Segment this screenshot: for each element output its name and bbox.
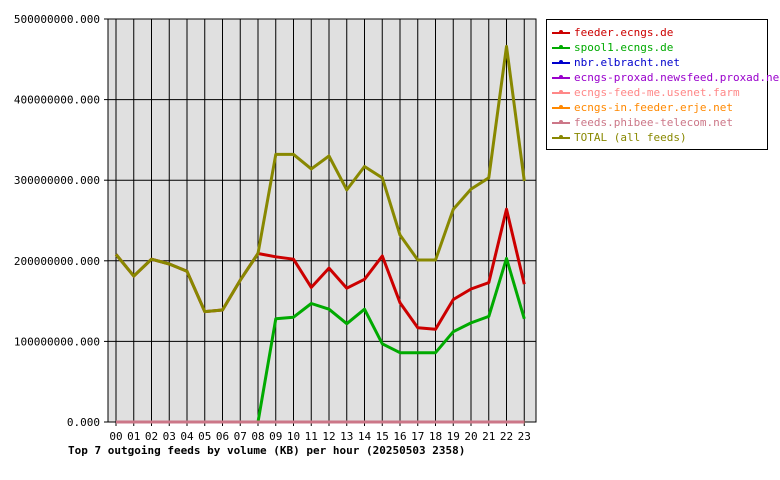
x-tick-label: 04 — [180, 430, 194, 443]
x-tick-label: 03 — [163, 430, 176, 443]
legend-marker — [559, 74, 563, 79]
chart-title: Top 7 outgoing feeds by volume (KB) per … — [68, 444, 466, 457]
y-tick-label: 300000000.000 — [14, 174, 100, 187]
legend-swatch — [552, 134, 570, 139]
legend-label: nbr.elbracht.net — [574, 56, 680, 69]
plot-background — [108, 19, 536, 422]
legend-label: ecngs-feed-me.usenet.farm — [574, 86, 740, 99]
x-tick-label: 05 — [198, 430, 211, 443]
legend-swatch — [552, 59, 570, 64]
legend-marker — [559, 44, 563, 49]
x-tick-label: 06 — [216, 430, 229, 443]
legend-marker — [559, 59, 563, 64]
x-tick-label: 14 — [358, 430, 372, 443]
legend-swatch — [552, 74, 570, 79]
x-tick-label: 02 — [145, 430, 158, 443]
x-tick-label: 12 — [322, 430, 335, 443]
x-tick-label: 13 — [340, 430, 353, 443]
legend-item: TOTAL (all feeds) — [552, 130, 687, 145]
x-tick-label: 23 — [518, 430, 531, 443]
x-tick-label: 10 — [287, 430, 300, 443]
legend-label: spool1.ecngs.de — [574, 41, 674, 54]
legend-marker — [559, 89, 563, 94]
x-tick-label: 22 — [500, 430, 513, 443]
legend-label: ecngs-in.feeder.erje.net — [574, 101, 733, 114]
x-tick-label: 08 — [251, 430, 264, 443]
legend-swatch — [552, 89, 570, 94]
x-tick-label: 00 — [109, 430, 122, 443]
y-tick-label: 200000000.000 — [14, 255, 100, 268]
x-tick-label: 20 — [464, 430, 477, 443]
legend-marker — [559, 134, 563, 139]
legend-swatch — [552, 44, 570, 49]
legend-label: feeder.ecngs.de — [574, 26, 674, 39]
series-line-7 — [114, 44, 526, 314]
y-tick-label: 500000000.000 — [14, 13, 100, 26]
legend-swatch — [552, 104, 570, 109]
legend-item: ecngs-in.feeder.erje.net — [552, 100, 733, 115]
legend-item: feeder.ecngs.de — [552, 25, 673, 40]
legend-item: spool1.ecngs.de — [552, 40, 673, 55]
legend-label: TOTAL (all feeds) — [574, 131, 687, 144]
legend-marker — [559, 104, 563, 109]
y-tick-label: 400000000.000 — [14, 94, 100, 107]
legend-swatch — [552, 29, 570, 34]
legend-item: ecngs-feed-me.usenet.farm — [552, 85, 740, 100]
x-tick-label: 15 — [376, 430, 389, 443]
legend-marker — [559, 29, 563, 34]
x-tick-label: 19 — [447, 430, 460, 443]
x-tick-label: 16 — [393, 430, 406, 443]
y-tick-label: 0.000 — [67, 416, 100, 429]
x-tick-label: 11 — [305, 430, 318, 443]
legend-label: ecngs-proxad.newsfeed.proxad.net — [574, 71, 780, 84]
x-tick-label: 07 — [234, 430, 247, 443]
x-tick-label: 09 — [269, 430, 282, 443]
y-tick-label: 100000000.000 — [14, 335, 100, 348]
x-tick-label: 01 — [127, 430, 140, 443]
legend-swatch — [552, 119, 570, 124]
x-tick-label: 21 — [482, 430, 495, 443]
legend: feeder.ecngs.de spool1.ecngs.de nbr.elbrac… — [546, 19, 780, 150]
x-tick-label: 18 — [429, 430, 442, 443]
legend-item: ecngs-proxad.newsfeed.proxad.net — [552, 70, 780, 85]
legend-label: feeds.phibee-telecom.net — [574, 116, 733, 129]
legend-marker — [559, 119, 563, 124]
legend-item: nbr.elbracht.net — [552, 55, 680, 70]
legend-item: feeds.phibee-telecom.net — [552, 115, 733, 130]
x-tick-label: 17 — [411, 430, 424, 443]
